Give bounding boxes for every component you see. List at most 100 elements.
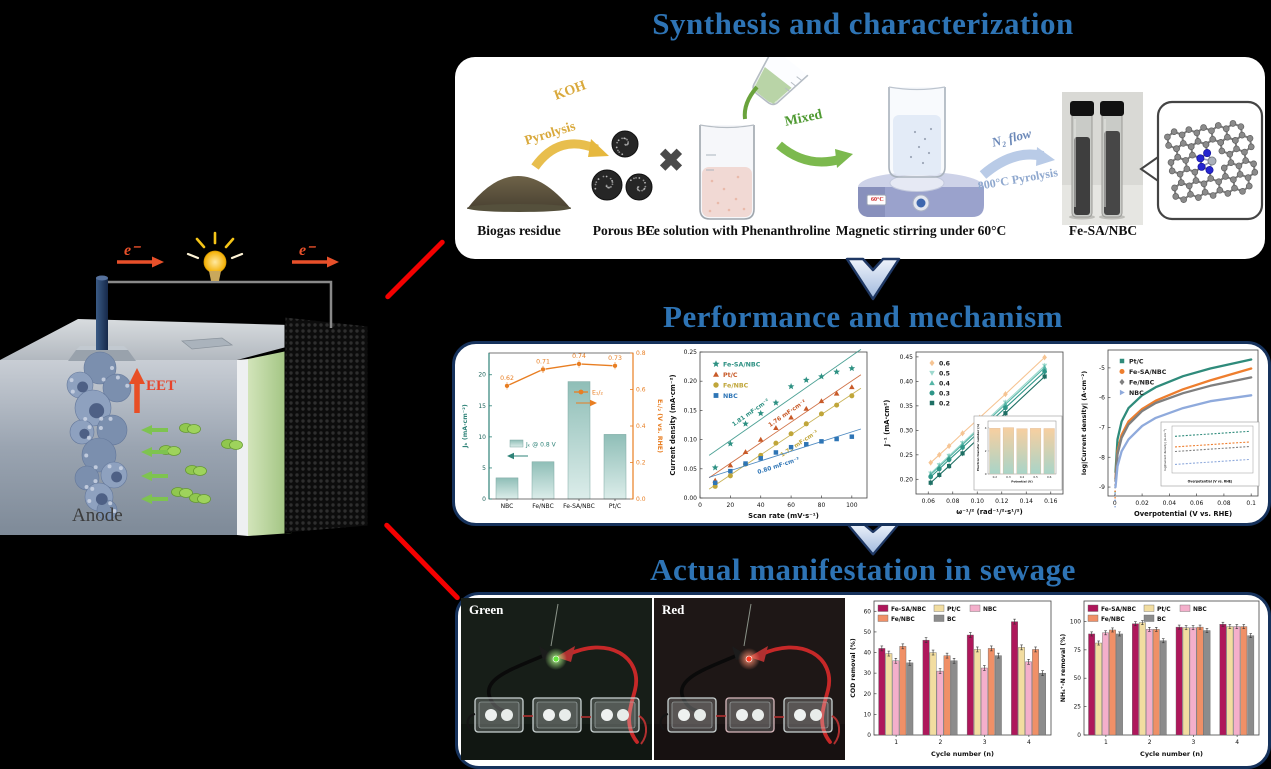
svg-text:0.40: 0.40: [900, 378, 914, 385]
svg-text:10: 10: [864, 712, 872, 718]
electron-arrow-left-icon: [117, 256, 164, 268]
svg-text:-5: -5: [1099, 365, 1105, 372]
chart-koutecky-levich: 0.06 0.08 0.10 0.12 0.14 0.160.200.250.300.35…: [883, 351, 1064, 516]
fe-n4-structure-bubble: [1139, 100, 1264, 221]
photo-red-led: Red: [654, 598, 845, 760]
svg-text:Scan rate (mV·s⁻¹): Scan rate (mV·s⁻¹): [748, 512, 819, 520]
svg-text:-6: -6: [1099, 395, 1105, 402]
n2-flow-arrow-icon: [979, 147, 1055, 179]
svg-text:0.12: 0.12: [995, 498, 1009, 505]
svg-text:0.73: 0.73: [608, 355, 622, 362]
svg-text:J⁻¹ (mA·cm²): J⁻¹ (mA·cm²): [883, 400, 891, 448]
svg-text:4: 4: [1235, 739, 1239, 746]
svg-text:Fe/NBC: Fe/NBC: [723, 383, 749, 390]
svg-text:25: 25: [1074, 705, 1082, 711]
svg-text:0.06: 0.06: [1190, 500, 1204, 507]
svg-text:0.2: 0.2: [993, 475, 998, 479]
photo-green-led: Green: [461, 598, 652, 760]
anode-biofilm: [66, 351, 132, 521]
svg-text:ω⁻¹/² (rad⁻¹/²·s¹/²): ω⁻¹/² (rad⁻¹/²·s¹/²): [956, 508, 1022, 516]
svg-text:0.3: 0.3: [939, 391, 950, 398]
chart-nh4n-removal: 0 25 50 75 100 1 2 3 4 Fe-SA/NBC Pt/C NBC Fe/NBC BC Cy…: [1060, 600, 1260, 758]
svg-text:0.3: 0.3: [1006, 475, 1011, 479]
svg-text:Jₖ @ 0.8 V: Jₖ @ 0.8 V: [525, 442, 557, 449]
svg-text:4: 4: [985, 426, 987, 430]
svg-text:0.4: 0.4: [1020, 475, 1025, 479]
caption-biogas-residue: Biogas residue: [477, 223, 561, 238]
vial-1: [1070, 101, 1094, 218]
svg-text:15: 15: [478, 403, 486, 410]
svg-text:0.80 mF·cm⁻²: 0.80 mF·cm⁻²: [757, 456, 801, 476]
svg-text:0.4: 0.4: [636, 423, 646, 430]
magnetic-stirrer: [858, 86, 984, 217]
electron-label-left: e⁻: [124, 242, 140, 259]
biogas-pile: [467, 176, 571, 209]
stirred-beaker: [888, 86, 946, 178]
svg-text:0.16: 0.16: [1044, 498, 1058, 505]
svg-text:60: 60: [787, 502, 795, 509]
svg-text:Electron transfer number (n): Electron transfer number (n): [976, 423, 980, 471]
svg-text:Pt/C: Pt/C: [947, 607, 961, 613]
performance-title: Performance and mechanism: [663, 299, 1063, 334]
svg-text:0.6: 0.6: [939, 361, 950, 368]
electron-arrow-right-icon: [292, 256, 339, 268]
svg-text:Fe/NBC: Fe/NBC: [891, 617, 915, 623]
membrane-layer: [248, 350, 292, 536]
svg-text:0.08: 0.08: [946, 498, 960, 505]
svg-text:Pt/C: Pt/C: [609, 503, 621, 510]
svg-text:Fe/NBC: Fe/NBC: [1129, 380, 1155, 387]
svg-text:0.20: 0.20: [684, 378, 698, 385]
svg-text:0: 0: [985, 472, 987, 476]
svg-text:Overpotential (V vs. RHE): Overpotential (V vs. RHE): [1188, 480, 1233, 484]
wire: [102, 280, 333, 328]
anode-label: Anode: [72, 505, 123, 526]
svg-text:-8: -8: [1099, 454, 1105, 461]
svg-text:0.6: 0.6: [636, 387, 646, 394]
eet-arrow-icon: [129, 368, 145, 413]
svg-text:30: 30: [864, 671, 872, 677]
performance-panel: NBC Fe/NBC Fe-SA/NBC Pt/C 0 5 10 15 20 0.0 0.2 0.4 0…: [452, 341, 1271, 526]
photo-green-label: Green: [469, 602, 504, 617]
svg-text:0.4: 0.4: [939, 381, 951, 388]
svg-text:10: 10: [478, 434, 486, 441]
svg-text:0.45: 0.45: [900, 354, 914, 361]
svg-text:Current density (mA·cm⁻²): Current density (mA·cm⁻²): [669, 374, 677, 475]
svg-text:0.1: 0.1: [1246, 500, 1256, 507]
svg-text:0.02: 0.02: [1135, 500, 1149, 507]
svg-text:2: 2: [938, 739, 942, 746]
svg-text:0.25: 0.25: [684, 349, 698, 356]
svg-text:0: 0: [482, 496, 486, 503]
svg-text:0: 0: [1077, 733, 1081, 739]
svg-text:Overpotential (V vs. RHE): Overpotential (V vs. RHE): [1134, 510, 1232, 518]
multiply-icon: ✖: [658, 143, 684, 178]
svg-text:0.10: 0.10: [971, 498, 985, 505]
svg-text:5: 5: [482, 465, 486, 472]
svg-text:40: 40: [864, 651, 872, 657]
bacteria-group: [141, 423, 243, 504]
svg-text:60: 60: [864, 609, 872, 615]
svg-text:3: 3: [1191, 739, 1195, 746]
svg-text:1: 1: [1104, 739, 1108, 746]
mfc-diagram: [0, 231, 369, 536]
svg-text:0.2: 0.2: [636, 460, 646, 467]
svg-text:0: 0: [698, 502, 702, 509]
svg-text:3: 3: [983, 739, 987, 746]
svg-text:100: 100: [1070, 619, 1081, 625]
svg-text:0: 0: [1113, 500, 1117, 507]
svg-text:0.2: 0.2: [939, 401, 950, 408]
chart-orr-polarization: 0 0.02 0.04 0.06 0.08 0.1 -5 -6 -7 -8 -9 Pt/C Fe-SA/…: [1080, 349, 1260, 518]
electron-label-right: e⁻: [299, 242, 315, 259]
svg-text:Fe/NBC: Fe/NBC: [532, 503, 554, 510]
cathode-mesh: [284, 316, 369, 534]
svg-text:Fe-SA/NBC: Fe-SA/NBC: [1101, 607, 1136, 613]
svg-text:0.08: 0.08: [1217, 500, 1231, 507]
svg-text:40: 40: [757, 502, 765, 509]
lid-tray: [180, 337, 234, 350]
svg-text:0.05: 0.05: [684, 466, 698, 473]
svg-text:Pt/C: Pt/C: [1129, 359, 1144, 366]
svg-text:1: 1: [894, 739, 898, 746]
synthesis-title: Synthesis and characterization: [652, 6, 1074, 41]
vial-2: [1100, 101, 1124, 218]
synthesis-flow-graphic: [467, 57, 1264, 225]
